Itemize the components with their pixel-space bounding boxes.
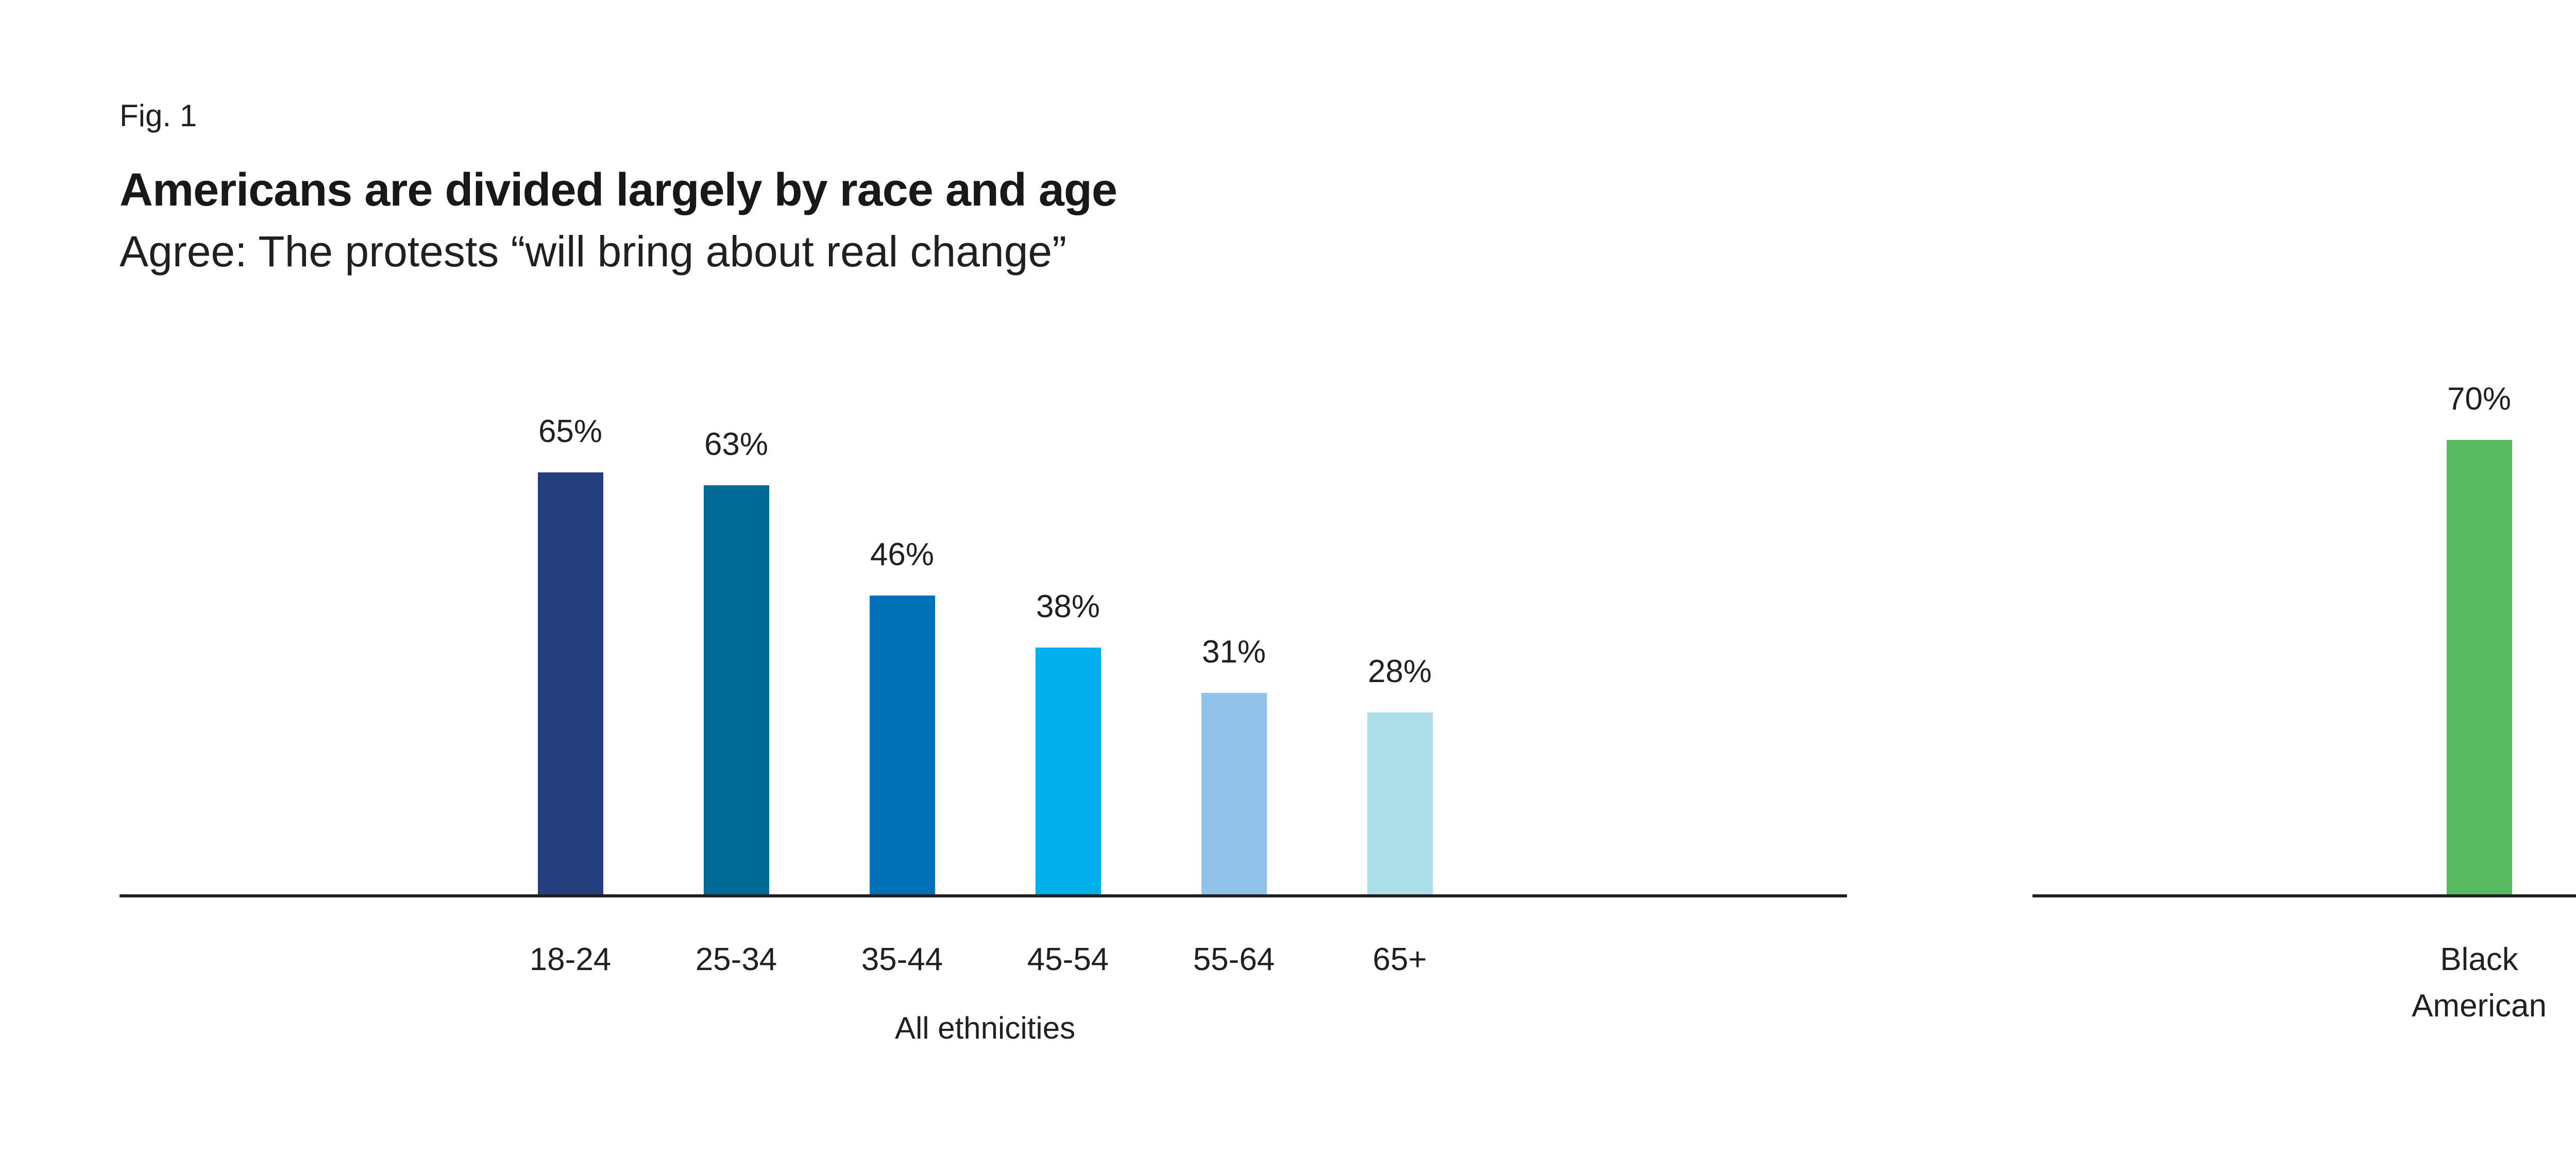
- category-label-line: American: [2533, 983, 2576, 1029]
- category-label-line: White: [2533, 937, 2576, 983]
- value-label-45-54: 38%: [1036, 589, 1100, 624]
- category-label-55-64: 55-64: [1100, 937, 1368, 983]
- category-label-line: 55-64: [1193, 942, 1275, 977]
- category-label-black-american: Black American: [2345, 937, 2576, 1029]
- category-label-35-44: 35-44: [768, 937, 1036, 983]
- category-label-line: Black: [2440, 942, 2518, 977]
- category-label-line: 18-24: [529, 942, 612, 977]
- bar-55-64: [1201, 693, 1267, 894]
- value-label-black-american: 70%: [2447, 381, 2512, 417]
- x-axis-line: [2032, 894, 2576, 897]
- bar-black-american: [2446, 440, 2512, 894]
- group-label: All ethnicities: [894, 1011, 1076, 1045]
- category-label-18-24: 18-24: [436, 937, 704, 983]
- value-label-white-american: 37%: [2564, 598, 2576, 630]
- figure-number: Fig. 1: [120, 98, 197, 133]
- value-label-55-64: 31%: [1201, 634, 1266, 670]
- bar-25-34: [703, 485, 769, 894]
- category-label-25-34: 25-34: [602, 937, 870, 983]
- value-label-18-24: 65%: [538, 414, 603, 449]
- category-label-line: 65+: [1372, 942, 1427, 977]
- category-label-line: 25-34: [695, 942, 777, 977]
- category-label-line: 35-44: [861, 942, 943, 977]
- value-label-35-44: 46%: [870, 537, 935, 572]
- figure-subtitle: Agree: The protests “will bring about re…: [120, 227, 1067, 276]
- x-axis-line: [120, 894, 1847, 897]
- category-label-white-american: WhiteAmerican: [2533, 937, 2576, 1029]
- value-label-65-: 28%: [1367, 654, 1432, 689]
- bar-18-24: [537, 472, 603, 894]
- figure-title: Americans are divided largely by race an…: [120, 164, 1117, 216]
- category-label-line: 45-54: [1027, 942, 1109, 977]
- value-label-25-34: 63%: [704, 427, 769, 462]
- category-label-65-: 65+: [1266, 937, 1534, 983]
- bar-35-44: [869, 596, 935, 894]
- category-label-line: American: [2412, 988, 2547, 1024]
- bar-65-: [1367, 712, 1433, 894]
- bar-45-54: [1035, 648, 1101, 894]
- category-label-45-54: 45-54: [934, 937, 1202, 983]
